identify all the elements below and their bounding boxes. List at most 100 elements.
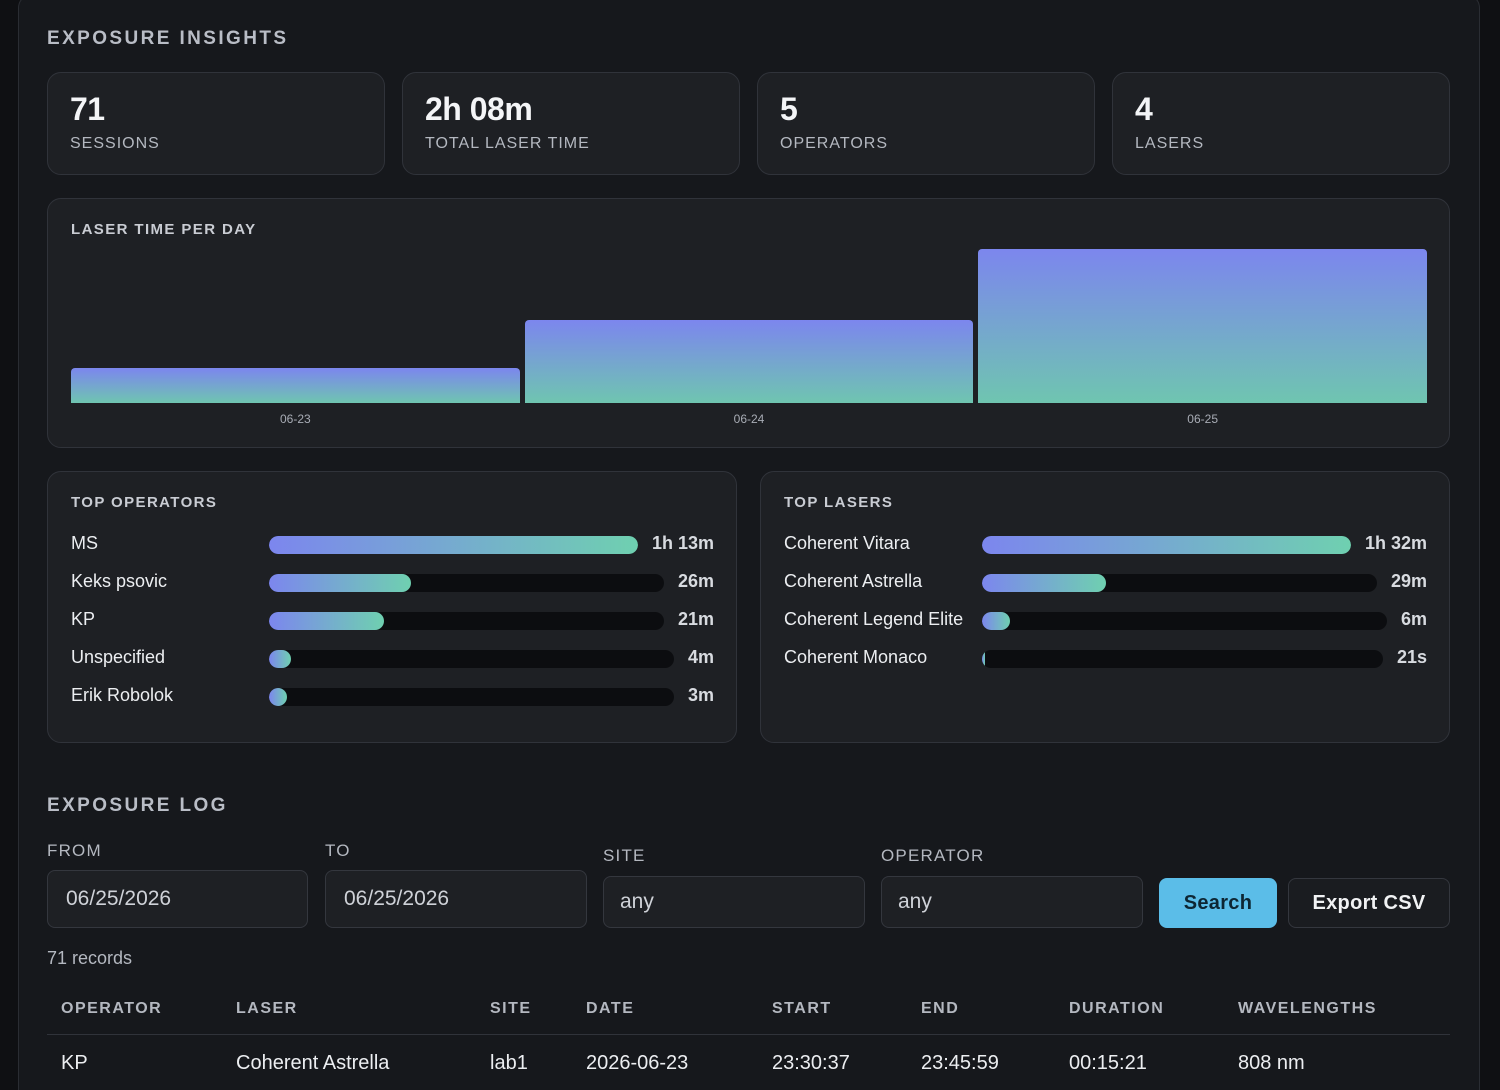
cell-duration: 00:15:21	[1069, 1052, 1147, 1074]
cell-wavelengths: 808 nm	[1238, 1052, 1305, 1074]
site-input[interactable]: any	[603, 876, 865, 928]
rank-value: 29m	[1390, 571, 1427, 591]
column-header-start[interactable]: START	[772, 1000, 832, 1017]
list-item: Coherent Astrella 29m	[784, 571, 1427, 595]
top-lasers-card: TOP LASERS Coherent Vitara 1h 32m Coherent…	[760, 471, 1450, 743]
column-header-site[interactable]: SITE	[490, 1000, 532, 1017]
stat-value: 71	[70, 91, 105, 127]
rank-bar-fill	[269, 688, 287, 706]
rank-value: 21s	[1396, 647, 1427, 667]
rank-bar-fill	[269, 536, 638, 554]
laser-time-bar-chart: 06-23 06-24 06-25	[71, 249, 1427, 431]
rank-bar-track	[269, 612, 664, 630]
column-header-end[interactable]: END	[921, 1000, 960, 1017]
list-item: Coherent Vitara 1h 32m	[784, 533, 1427, 557]
chart-tick-label: 06-25	[1187, 412, 1218, 426]
rank-bar-track	[982, 612, 1387, 630]
column-header-date[interactable]: DATE	[586, 1000, 635, 1017]
rank-value: 3m	[687, 685, 714, 705]
stat-label: TOTAL LASER TIME	[425, 135, 590, 152]
rank-bar-fill	[269, 574, 412, 592]
list-item: Coherent Monaco 21s	[784, 647, 1427, 671]
rank-name: MS	[71, 533, 98, 553]
rank-bar-track	[982, 574, 1377, 592]
cell-start: 23:30:37	[772, 1052, 850, 1074]
list-item: KP 21m	[71, 609, 714, 633]
records-count: 71 records	[47, 948, 133, 968]
chart-bar-06-23	[71, 368, 520, 403]
rank-bar-fill	[269, 650, 292, 668]
rank-value: 6m	[1400, 609, 1427, 629]
column-header-duration[interactable]: DURATION	[1069, 1000, 1165, 1017]
table-header-divider	[47, 1034, 1450, 1035]
column-header-operator[interactable]: OPERATOR	[61, 1000, 163, 1017]
rank-bar-fill	[982, 536, 1351, 554]
top-operators-title: TOP OPERATORS	[71, 494, 218, 511]
chart-tick-label: 06-23	[279, 412, 311, 426]
to-date-input[interactable]: 06/25/2026	[325, 870, 587, 928]
list-item: Keks psovic 26m	[71, 571, 714, 595]
stat-card-total-laser-time: 2h 08m TOTAL LASER TIME	[402, 72, 740, 175]
rank-name: Coherent Astrella	[784, 571, 923, 591]
to-label: TO	[325, 841, 351, 860]
laser-time-chart-card: LASER TIME PER DAY 06-23 06-24 06-25	[47, 198, 1450, 448]
rank-bar-track	[269, 574, 664, 592]
rank-bar-track	[982, 536, 1351, 554]
top-operators-card: TOP OPERATORS MS 1h 13m Keks psovic 26m KP 21…	[47, 471, 737, 743]
insights-title: EXPOSURE INSIGHTS	[47, 28, 289, 49]
rank-name: Coherent Vitara	[784, 533, 910, 553]
search-button[interactable]: Search	[1159, 878, 1277, 928]
rank-bar-fill	[982, 650, 985, 668]
chart-title: LASER TIME PER DAY	[71, 221, 257, 238]
rank-name: Keks psovic	[71, 571, 168, 591]
cell-end: 23:45:59	[921, 1052, 999, 1074]
rank-bar-track	[269, 536, 638, 554]
rank-value: 26m	[677, 571, 714, 591]
rank-name: Coherent Legend Elite	[784, 609, 964, 629]
rank-bar-track	[269, 688, 674, 706]
stat-label: OPERATORS	[780, 135, 888, 152]
chart-bar-06-25	[978, 249, 1427, 403]
stat-value: 5	[780, 91, 798, 127]
rank-name: KP	[71, 609, 96, 629]
stat-card-lasers: 4 LASERS	[1112, 72, 1450, 175]
list-item: Coherent Legend Elite 6m	[784, 609, 1427, 633]
rank-name: Coherent Monaco	[784, 647, 928, 667]
rank-value: 21m	[677, 609, 714, 629]
rank-value: 1h 32m	[1364, 533, 1427, 553]
export-csv-button[interactable]: Export CSV	[1288, 878, 1450, 928]
cell-operator: KP	[61, 1052, 88, 1074]
list-item: Erik Robolok 3m	[71, 685, 714, 709]
list-item: MS 1h 13m	[71, 533, 714, 557]
rank-value: 4m	[687, 647, 714, 667]
exposure-log-title: EXPOSURE LOG	[47, 795, 228, 816]
top-lasers-title: TOP LASERS	[784, 494, 894, 511]
operator-input[interactable]: any	[881, 876, 1143, 928]
stat-card-sessions: 71 SESSIONS	[47, 72, 385, 175]
rank-bar-track	[982, 650, 1383, 668]
rank-bar-track	[269, 650, 674, 668]
rank-name: Unspecified	[71, 647, 166, 667]
cell-date: 2026-06-23	[586, 1052, 689, 1074]
rank-value: 1h 13m	[651, 533, 714, 553]
stat-value: 4	[1135, 91, 1153, 127]
stat-value: 2h 08m	[425, 91, 533, 127]
rank-bar-fill	[269, 612, 384, 630]
from-date-input[interactable]: 06/25/2026	[47, 870, 308, 928]
rank-name: Erik Robolok	[71, 685, 174, 705]
site-label: SITE	[603, 846, 646, 865]
cell-site: lab1	[490, 1052, 528, 1074]
list-item: Unspecified 4m	[71, 647, 714, 671]
cell-laser: Coherent Astrella	[236, 1052, 390, 1074]
from-label: FROM	[47, 841, 102, 860]
rank-bar-fill	[982, 612, 1011, 630]
column-header-laser[interactable]: LASER	[236, 1000, 298, 1017]
rank-bar-fill	[982, 574, 1107, 592]
stat-card-operators: 5 OPERATORS	[757, 72, 1095, 175]
chart-tick-label: 06-24	[733, 412, 765, 426]
stat-label: SESSIONS	[70, 135, 160, 152]
operator-label: OPERATOR	[881, 846, 985, 865]
chart-bar-06-24	[524, 320, 974, 403]
stat-label: LASERS	[1135, 135, 1205, 152]
column-header-wavelengths[interactable]: WAVELENGTHS	[1238, 1000, 1377, 1017]
